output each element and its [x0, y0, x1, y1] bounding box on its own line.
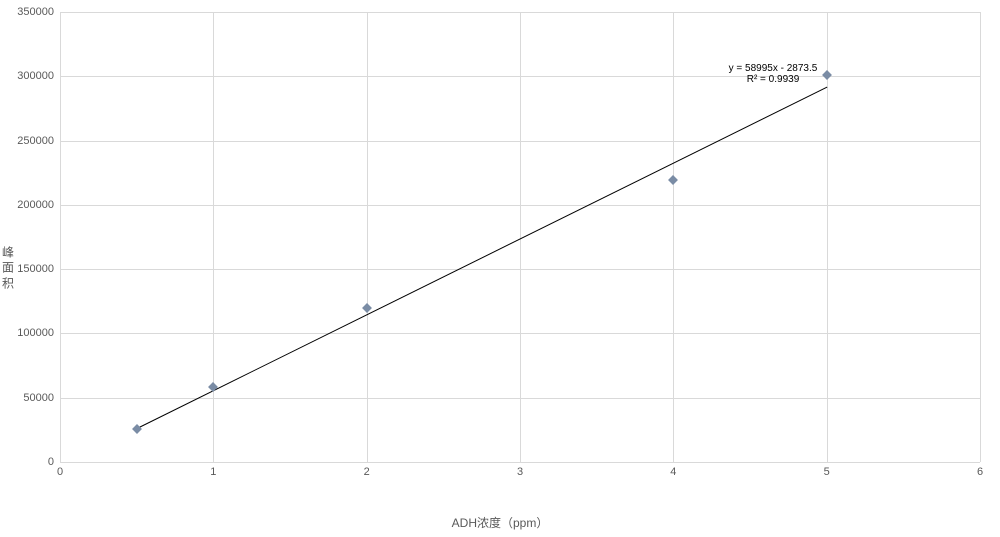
chart-container: 峰 面 积 0500001000001500002000002500003000…: [0, 0, 1000, 537]
y-tick-label: 100000: [17, 327, 60, 339]
x-axis-title: ADH浓度（ppm）: [452, 514, 549, 531]
y-axis-title: 峰 面 积: [2, 245, 14, 292]
y-tick-label: 150000: [17, 263, 60, 275]
y-tick-label: 250000: [17, 135, 60, 147]
gridline-vertical: [213, 12, 214, 462]
gridline-vertical: [60, 12, 61, 462]
x-tick-label: 2: [364, 462, 370, 478]
y-tick-label: 200000: [17, 199, 60, 211]
gridline-vertical: [367, 12, 368, 462]
x-tick-label: 1: [210, 462, 216, 478]
x-tick-label: 0: [57, 462, 63, 478]
x-tick-label: 6: [977, 462, 983, 478]
trendline-equation: y = 58995x - 2873.5R² = 0.9939: [729, 63, 818, 85]
y-axis-title-char: 面: [2, 261, 14, 275]
trendline: [136, 86, 826, 428]
y-axis-title-char: 峰: [2, 245, 14, 259]
y-axis-title-char: 积: [2, 276, 14, 290]
y-tick-label: 300000: [17, 70, 60, 82]
plot-area: 0500001000001500002000002500003000003500…: [60, 12, 980, 462]
data-point: [668, 175, 678, 185]
x-tick-label: 4: [670, 462, 676, 478]
gridline-vertical: [980, 12, 981, 462]
data-point: [822, 70, 832, 80]
x-tick-label: 5: [824, 462, 830, 478]
y-tick-label: 50000: [23, 392, 60, 404]
gridline-vertical: [673, 12, 674, 462]
x-tick-label: 3: [517, 462, 523, 478]
y-tick-label: 350000: [17, 6, 60, 18]
